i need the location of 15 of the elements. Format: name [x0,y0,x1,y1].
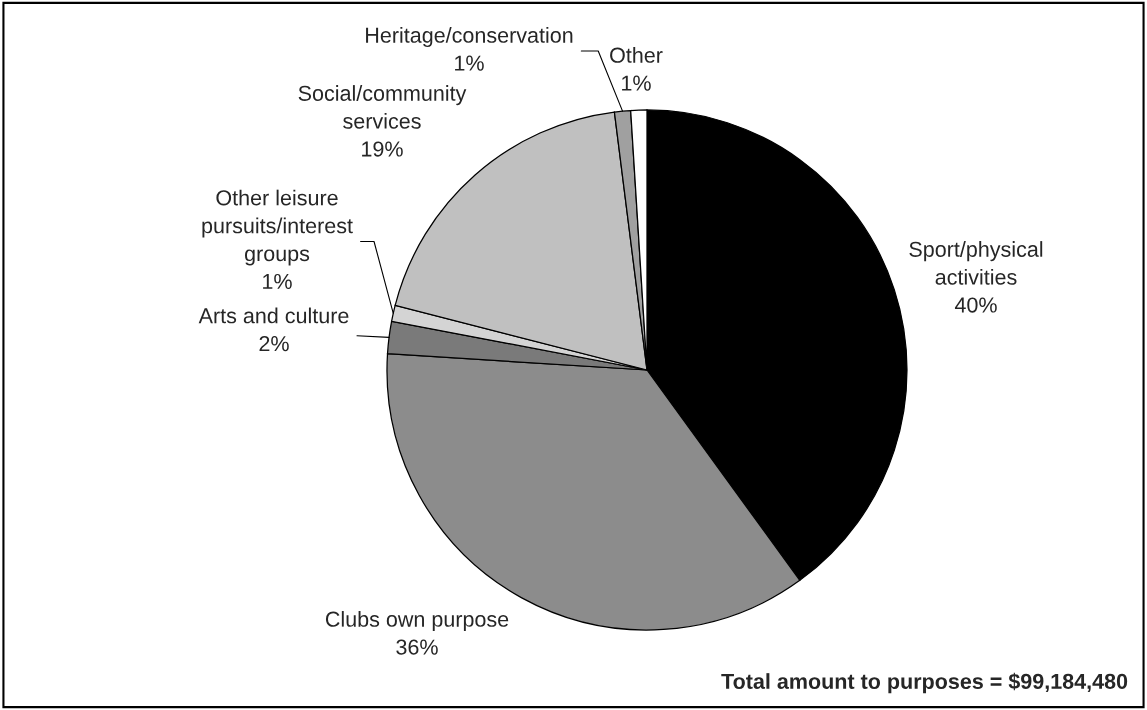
text: Total amount to purposes = $99,184,480 [721,672,1128,694]
slice-label: Other leisure pursuits/interest groups [202,189,353,266]
data-label: 40% [954,297,997,313]
data-label: 19% [362,141,403,157]
data-label: 1% [263,273,292,289]
slice-label: Other [610,47,663,63]
data-label: 2% [259,335,289,352]
slice-label: Clubs own purpose [325,611,509,632]
slice-label: Sport/physical activities [909,241,1043,285]
data-label: 1% [455,55,484,71]
slice-label: Arts and culture [198,307,349,324]
slice-label: Social/community services [298,85,467,129]
slice-label: Heritage/conservation [366,27,573,48]
data-label: 36% [396,639,438,655]
data-label: 1% [622,75,651,91]
